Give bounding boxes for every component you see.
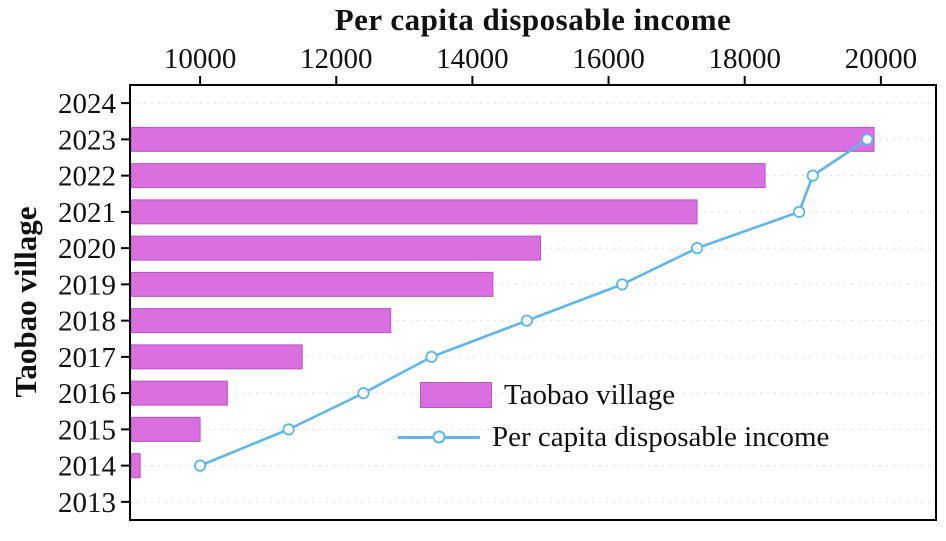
bar-2022 xyxy=(130,163,766,189)
y-tick-label-2020: 2020 xyxy=(58,233,116,265)
y-tick-label-2015: 2015 xyxy=(58,414,116,446)
bar-2023 xyxy=(130,126,875,152)
bar-2019 xyxy=(130,271,494,297)
x-tick-label-18000: 18000 xyxy=(708,43,781,75)
legend: Taobao village Per capita disposable inc… xyxy=(398,379,829,453)
y-tick-label-2021: 2021 xyxy=(58,197,116,229)
income-marker-2019 xyxy=(616,278,629,291)
income-marker-2018 xyxy=(520,314,533,327)
y-tick-label-2024: 2024 xyxy=(58,88,117,120)
y-tick-label-2014: 2014 xyxy=(58,451,117,483)
legend-marker-dot xyxy=(432,430,446,444)
bar-2016 xyxy=(130,380,228,406)
axis-box xyxy=(129,84,937,521)
legend-bar-swatch xyxy=(420,382,492,408)
chart-title: Per capita disposable income xyxy=(334,2,732,37)
y-tick-label-2013: 2013 xyxy=(58,487,116,519)
x-tick-label-10000: 10000 xyxy=(164,43,237,75)
income-marker-2020 xyxy=(690,242,704,255)
income-marker-2017 xyxy=(425,350,438,363)
legend-item-income-line: Per capita disposable income xyxy=(398,421,829,453)
bar-2020 xyxy=(130,235,541,261)
y-tick-label-2018: 2018 xyxy=(58,306,116,338)
income-marker-2022 xyxy=(806,169,819,182)
x-tick-label-12000: 12000 xyxy=(300,43,373,75)
legend-bar-label: Taobao village xyxy=(504,378,676,411)
income-marker-2021 xyxy=(793,205,806,218)
income-marker-2015 xyxy=(282,423,295,436)
x-tick-label-16000: 16000 xyxy=(572,43,645,75)
x-tick-label-14000: 14000 xyxy=(436,43,509,75)
y-tick-label-2023: 2023 xyxy=(58,124,116,156)
y-tick-label-2019: 2019 xyxy=(58,269,116,301)
bar-2014 xyxy=(130,453,141,479)
legend-line-label: Per capita disposable income xyxy=(492,420,830,453)
income-line xyxy=(198,138,869,467)
y-tick-label-2016: 2016 xyxy=(58,378,116,410)
income-marker-2023 xyxy=(861,133,874,146)
bar-2021 xyxy=(130,199,698,225)
income-marker-2014 xyxy=(194,459,207,472)
legend-item-taobao-village: Taobao village xyxy=(398,379,829,411)
legend-line-swatch xyxy=(398,430,480,444)
y-tick-label-2022: 2022 xyxy=(58,161,116,193)
y-tick-label-2017: 2017 xyxy=(58,342,116,374)
bar-2018 xyxy=(130,308,392,334)
bar-2017 xyxy=(130,344,303,370)
x-tick-label-20000: 20000 xyxy=(845,43,918,75)
bar-2015 xyxy=(130,416,201,442)
income-marker-2016 xyxy=(357,387,370,400)
